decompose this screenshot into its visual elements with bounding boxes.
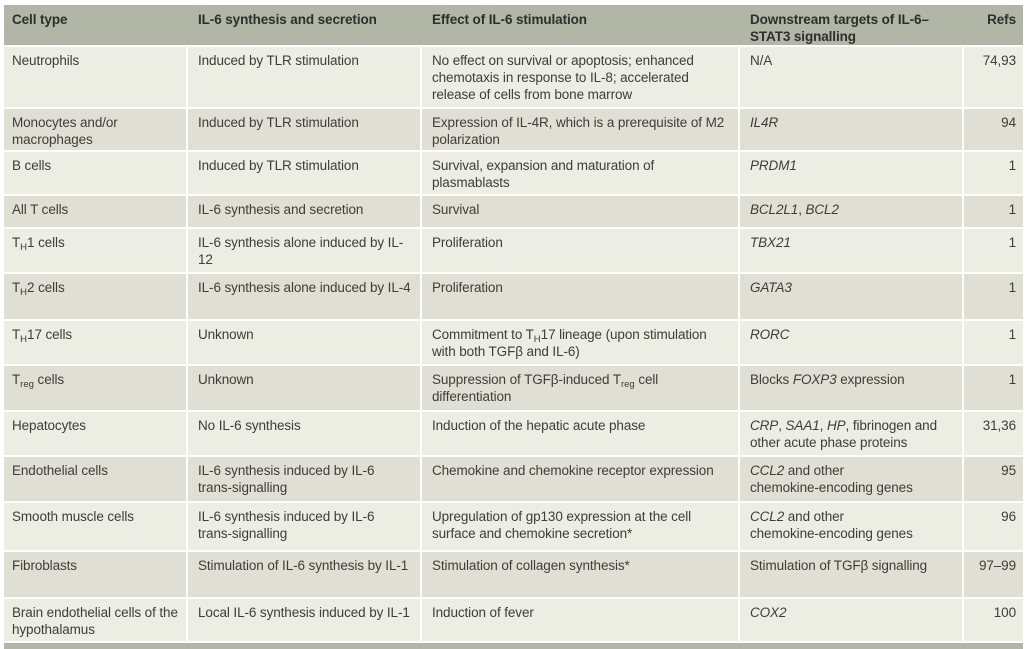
table-row: B cells Induced by TLR stimulation Surviva… [4,152,1023,194]
synthesis-cell: IL-6 synthesis alone induced by IL-4 [188,274,420,319]
targets-cell: COX2 [740,599,962,641]
targets-cell: CRP, SAA1, HP, fibrinogen and other acut… [740,412,962,455]
cell-type-cell: Fibroblasts [4,552,186,597]
table-row: Fibroblasts Stimulation of IL-6 synthesis… [4,552,1023,597]
table-row: TH2 cells IL-6 synthesis alone induced by… [4,274,1023,319]
effect-cell: Chemokine and chemokine receptor express… [422,457,738,501]
effect-cell: Upregulation of gp130 expression at the … [422,503,738,550]
synthesis-cell: Induced by TLR stimulation [188,47,420,107]
cell-type-cell: Endothelial cells [4,457,186,501]
cell-type-cell: TH2 cells [4,274,186,319]
effect-cell: Proliferation [422,274,738,319]
targets-cell: RORC [740,321,962,364]
synthesis-cell: IL-6 synthesis and secretion [188,196,420,227]
il6-cell-types-table: Cell type IL-6 synthesis and secretion E… [4,5,1023,649]
table-row: Smooth muscle cells IL-6 synthesis induce… [4,503,1023,550]
targets-cell: Blocks FOXP3 expression [740,366,962,410]
effect-cell: Commitment to TH17 lineage (upon stimula… [422,321,738,364]
refs-cell: 94 [964,109,1023,150]
synthesis-cell: No IL-6 synthesis [188,412,420,455]
refs-cell: 96 [964,503,1023,550]
table-row: Brain endothelial cells of the hypothala… [4,599,1023,641]
targets-cell: GATA3 [740,274,962,319]
refs-cell: 1 [964,152,1023,194]
cell-type-cell: Brain endothelial cells of the hypothala… [4,599,186,641]
table-bottom-border [4,643,1023,649]
cell-type-cell: Monocytes and/or macrophages [4,109,186,150]
table-row: Monocytes and/or macrophages Induced by T… [4,109,1023,150]
targets-cell: TBX21 [740,229,962,272]
synthesis-cell: IL-6 synthesis alone induced by IL-12 [188,229,420,272]
table-header-row: Cell type IL-6 synthesis and secretion E… [4,5,1023,45]
refs-cell: 1 [964,229,1023,272]
refs-cell: 100 [964,599,1023,641]
table-row: Neutrophils Induced by TLR stimulation No … [4,47,1023,107]
column-header-refs: Refs [987,12,1016,27]
effect-cell: No effect on survival or apoptosis; enha… [422,47,738,107]
synthesis-cell: Induced by TLR stimulation [188,109,420,150]
synthesis-cell: IL-6 synthesis induced by IL-6 trans-sig… [188,457,420,501]
table-row: TH1 cells IL-6 synthesis alone induced by… [4,229,1023,272]
synthesis-cell: Local IL-6 synthesis induced by IL-1 [188,599,420,641]
effect-cell: Suppression of TGFβ-induced Treg cell di… [422,366,738,410]
cell-type-cell: Neutrophils [4,47,186,107]
effect-cell: Induction of fever [422,599,738,641]
refs-cell: 74,93 [964,47,1023,107]
table-row: Endothelial cells IL-6 synthesis induced … [4,457,1023,501]
table-row: TH17 cells Unknown Commitment to TH17 line… [4,321,1023,364]
synthesis-cell: Unknown [188,321,420,364]
effect-cell: Proliferation [422,229,738,272]
cell-type-cell: All T cells [4,196,186,227]
cell-type-cell: Hepatocytes [4,412,186,455]
targets-cell: IL4R [740,109,962,150]
column-header-cell-type: Cell type [12,12,68,27]
synthesis-cell: Unknown [188,366,420,410]
effect-cell: Induction of the hepatic acute phase [422,412,738,455]
targets-cell: N/A [740,47,962,107]
refs-cell: 31,36 [964,412,1023,455]
refs-cell: 97–99 [964,552,1023,597]
refs-cell: 1 [964,321,1023,364]
targets-cell: BCL2L1, BCL2 [740,196,962,227]
synthesis-cell: Stimulation of IL-6 synthesis by IL-1 [188,552,420,597]
table-body: Neutrophils Induced by TLR stimulation No … [4,47,1023,641]
effect-cell: Stimulation of collagen synthesis* [422,552,738,597]
table-row: All T cells IL-6 synthesis and secretion S… [4,196,1023,227]
refs-cell: 1 [964,274,1023,319]
effect-cell: Expression of IL-4R, which is a prerequi… [422,109,738,150]
column-header-effect: Effect of IL-6 stimulation [432,12,587,27]
table-row: Treg cells Unknown Suppression of TGFβ-ind… [4,366,1023,410]
column-header-downstream-targets: Downstream targets of IL-6–STAT3 signall… [750,12,929,44]
targets-cell: PRDM1 [740,152,962,194]
effect-cell: Survival, expansion and maturation of pl… [422,152,738,194]
targets-cell: CCL2 and other chemokine-encoding genes [740,457,962,501]
refs-cell: 95 [964,457,1023,501]
targets-cell: Stimulation of TGFβ signalling [740,552,962,597]
targets-cell: CCL2 and other chemokine-encoding genes [740,503,962,550]
cell-type-cell: Treg cells [4,366,186,410]
effect-cell: Survival [422,196,738,227]
synthesis-cell: IL-6 synthesis induced by IL-6 trans-sig… [188,503,420,550]
refs-cell: 1 [964,366,1023,410]
column-header-il6-synthesis: IL-6 synthesis and secretion [198,12,377,27]
cell-type-cell: Smooth muscle cells [4,503,186,550]
cell-type-cell: TH17 cells [4,321,186,364]
cell-type-cell: B cells [4,152,186,194]
refs-cell: 1 [964,196,1023,227]
table-row: Hepatocytes No IL-6 synthesis Induction of… [4,412,1023,455]
cell-type-cell: TH1 cells [4,229,186,272]
synthesis-cell: Induced by TLR stimulation [188,152,420,194]
